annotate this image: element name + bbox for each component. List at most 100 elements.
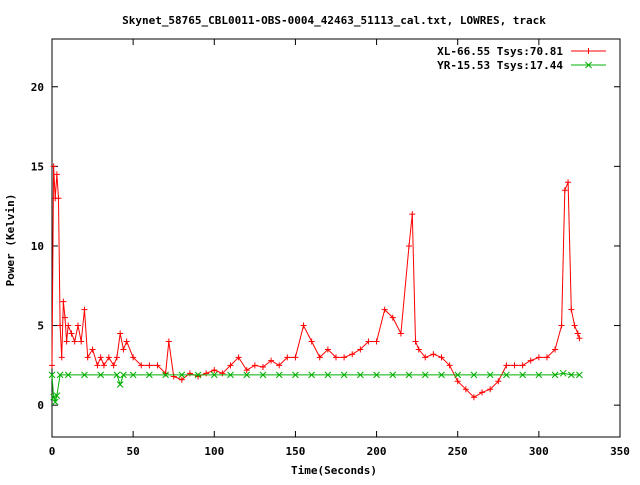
plot-frame (51, 38, 621, 438)
data-point (78, 338, 85, 345)
data-point (63, 338, 70, 345)
data-point (568, 306, 575, 313)
data-point (57, 322, 64, 329)
data-point (511, 362, 518, 369)
legend-entry-marker (585, 61, 592, 69)
data-point (495, 378, 502, 385)
data-point (300, 322, 307, 329)
data-point (68, 330, 75, 337)
y-tick-label: 20 (31, 81, 44, 94)
data-point (333, 354, 339, 361)
data-point (178, 371, 186, 379)
data-point (64, 371, 72, 379)
data-point (120, 346, 127, 353)
axes-layer: 0 50 100 150 200 250 300 350 0 5 10 15 20 (31, 38, 630, 458)
data-point (365, 338, 372, 345)
data-point (470, 394, 477, 401)
x-tick-label: 50 (127, 445, 140, 458)
x-axis-label: Time(Seconds) (291, 464, 377, 477)
data-point (162, 371, 169, 379)
data-point (430, 351, 437, 358)
data-point (356, 371, 364, 379)
data-point (349, 351, 356, 358)
data-point (535, 371, 543, 379)
data-point (129, 371, 137, 379)
x-tick-label: 250 (448, 445, 468, 458)
data-point (308, 371, 316, 379)
data-point (74, 322, 81, 329)
data-point (84, 354, 91, 361)
data-point (574, 330, 581, 337)
data-point (284, 354, 291, 361)
data-point (50, 163, 57, 170)
data-point (397, 330, 404, 337)
data-point (97, 371, 105, 379)
data-point (454, 371, 462, 379)
data-point (308, 338, 315, 345)
data-point (421, 371, 429, 379)
data-point (120, 371, 127, 379)
data-point (105, 354, 112, 361)
data-point (422, 354, 429, 361)
data-point (559, 369, 567, 377)
data-point (409, 211, 416, 218)
data-point (50, 393, 57, 401)
data-point (97, 354, 104, 361)
data-point (357, 346, 364, 353)
series-2 (48, 369, 583, 406)
data-point (138, 362, 145, 369)
data-point (243, 367, 250, 374)
data-point (94, 362, 101, 369)
data-point (571, 322, 578, 329)
x-tick-label: 350 (610, 445, 630, 458)
y-tick-label: 5 (37, 320, 44, 333)
series-layer (48, 163, 583, 406)
data-point (71, 338, 78, 345)
data-point (462, 386, 469, 393)
data-point (446, 362, 453, 369)
data-point (61, 314, 68, 321)
data-point (113, 354, 120, 361)
x-tick-label: 100 (204, 445, 224, 458)
legend-entry-label: YR-15.53 Tsys:17.44 (437, 59, 563, 72)
data-point (154, 362, 161, 369)
data-point (113, 371, 121, 379)
data-point (227, 362, 234, 369)
data-point (123, 338, 130, 345)
data-point (558, 322, 565, 329)
data-point (479, 389, 486, 396)
x-tick-label: 150 (285, 445, 305, 458)
data-point (268, 357, 275, 364)
data-point (51, 398, 59, 406)
data-point (324, 371, 332, 379)
data-point (292, 371, 299, 379)
data-point (165, 338, 172, 345)
data-point (405, 371, 413, 379)
data-point (340, 371, 348, 379)
data-point (565, 179, 572, 186)
data-point (503, 362, 510, 369)
data-point (381, 306, 388, 313)
chart-title: Skynet_58765_CBL0011-OBS-0004_42463_5111… (122, 14, 546, 27)
data-point (81, 306, 88, 313)
data-point (49, 362, 55, 369)
data-point (259, 371, 267, 379)
data-point (438, 354, 445, 361)
data-point (211, 367, 218, 374)
data-point (259, 363, 266, 370)
data-point (438, 371, 445, 379)
data-point (341, 354, 348, 361)
data-point (316, 354, 323, 361)
x-tick-label: 0 (49, 445, 56, 458)
data-point (535, 354, 542, 361)
data-point (276, 362, 283, 369)
data-point (561, 187, 568, 194)
y-tick-label: 15 (31, 160, 44, 173)
data-point (412, 338, 419, 345)
data-point (116, 381, 124, 388)
data-point (415, 346, 422, 353)
